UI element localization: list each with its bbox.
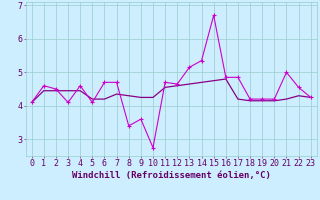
- X-axis label: Windchill (Refroidissement éolien,°C): Windchill (Refroidissement éolien,°C): [72, 171, 271, 180]
